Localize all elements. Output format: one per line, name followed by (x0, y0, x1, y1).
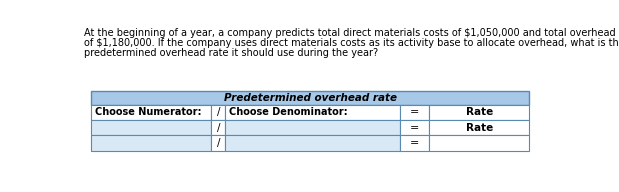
Text: predetermined overhead rate it should use during the year?: predetermined overhead rate it should us… (84, 48, 378, 58)
Text: Rate: Rate (465, 107, 493, 117)
Bar (92, 120, 212, 136)
Text: of $1,180,000. If the company uses direct materials costs as its activity base t: of $1,180,000. If the company uses direc… (84, 38, 619, 48)
Text: At the beginning of a year, a company predicts total direct materials costs of $: At the beginning of a year, a company pr… (84, 28, 619, 38)
Bar (212, 105, 225, 120)
Bar (400, 136, 429, 151)
Bar (212, 120, 225, 136)
Bar (212, 136, 225, 151)
Bar (225, 120, 400, 136)
Text: Predetermined overhead rate: Predetermined overhead rate (223, 93, 397, 103)
Text: Rate: Rate (465, 123, 493, 133)
Bar (92, 136, 212, 151)
Text: =: = (410, 123, 419, 133)
Bar (429, 105, 529, 120)
Bar (400, 120, 429, 136)
Bar (429, 120, 529, 136)
Bar (225, 105, 400, 120)
Text: /: / (217, 123, 220, 133)
Bar (225, 136, 400, 151)
Bar (92, 91, 529, 105)
Bar (92, 105, 212, 120)
Bar (400, 105, 429, 120)
Text: /: / (217, 107, 220, 117)
Bar (429, 136, 529, 151)
Text: Choose Denominator:: Choose Denominator: (229, 107, 348, 117)
Text: =: = (410, 138, 419, 148)
Text: Choose Numerator:: Choose Numerator: (95, 107, 202, 117)
Text: /: / (217, 138, 220, 148)
Text: =: = (410, 107, 419, 117)
